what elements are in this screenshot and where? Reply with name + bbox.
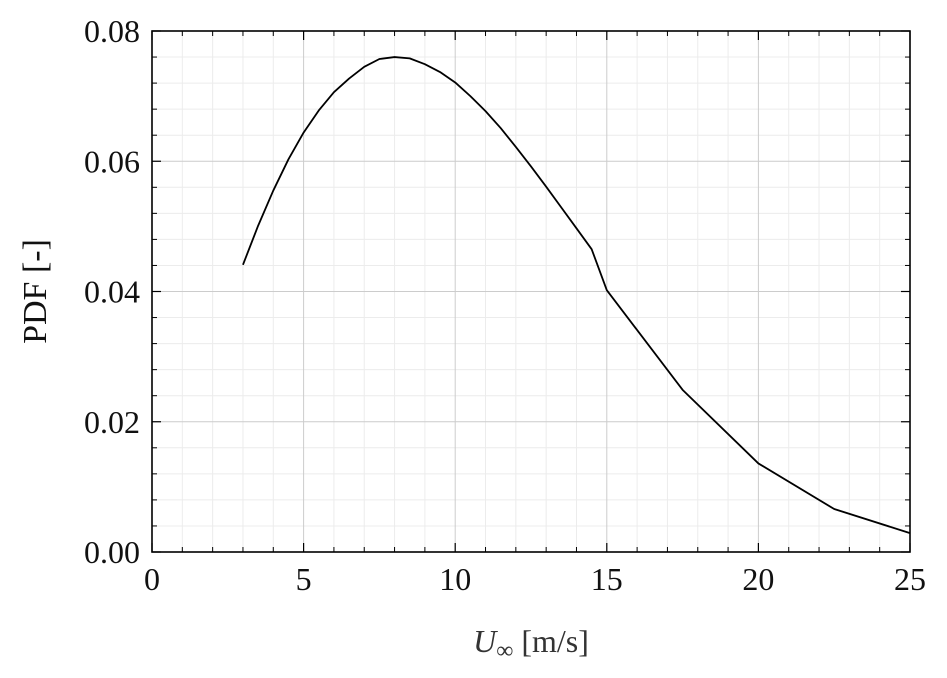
x-tick-label: 20 — [742, 561, 774, 597]
y-axis-title: PDF [-] — [17, 239, 54, 344]
series-line-0 — [242, 56, 911, 534]
x-tick-label: 15 — [591, 561, 623, 597]
x-axis-title-sub: ∞ — [496, 638, 513, 664]
y-tick-label: 0.00 — [84, 534, 140, 570]
y-tick-labels: 0.00 0.02 0.04 0.06 0.08 — [84, 13, 140, 570]
series-layer — [242, 56, 911, 534]
y-tick-label: 0.06 — [84, 143, 140, 179]
y-tick-label: 0.02 — [84, 404, 140, 440]
x-tick-label: 25 — [894, 561, 926, 597]
y-tick-label: 0.04 — [84, 274, 140, 310]
major-grid — [152, 31, 910, 552]
x-axis-title: U∞ [m/s] — [473, 623, 589, 664]
x-tick-label: 0 — [144, 561, 160, 597]
x-tick-label: 10 — [439, 561, 471, 597]
x-tick-label: 5 — [296, 561, 312, 597]
x-axis-title-var: U — [473, 623, 498, 659]
y-tick-label: 0.08 — [84, 13, 140, 49]
x-tick-labels: 0 5 10 15 20 25 — [144, 561, 926, 597]
tick-marks — [151, 30, 911, 553]
x-axis-title-unit: [m/s] — [513, 623, 589, 659]
